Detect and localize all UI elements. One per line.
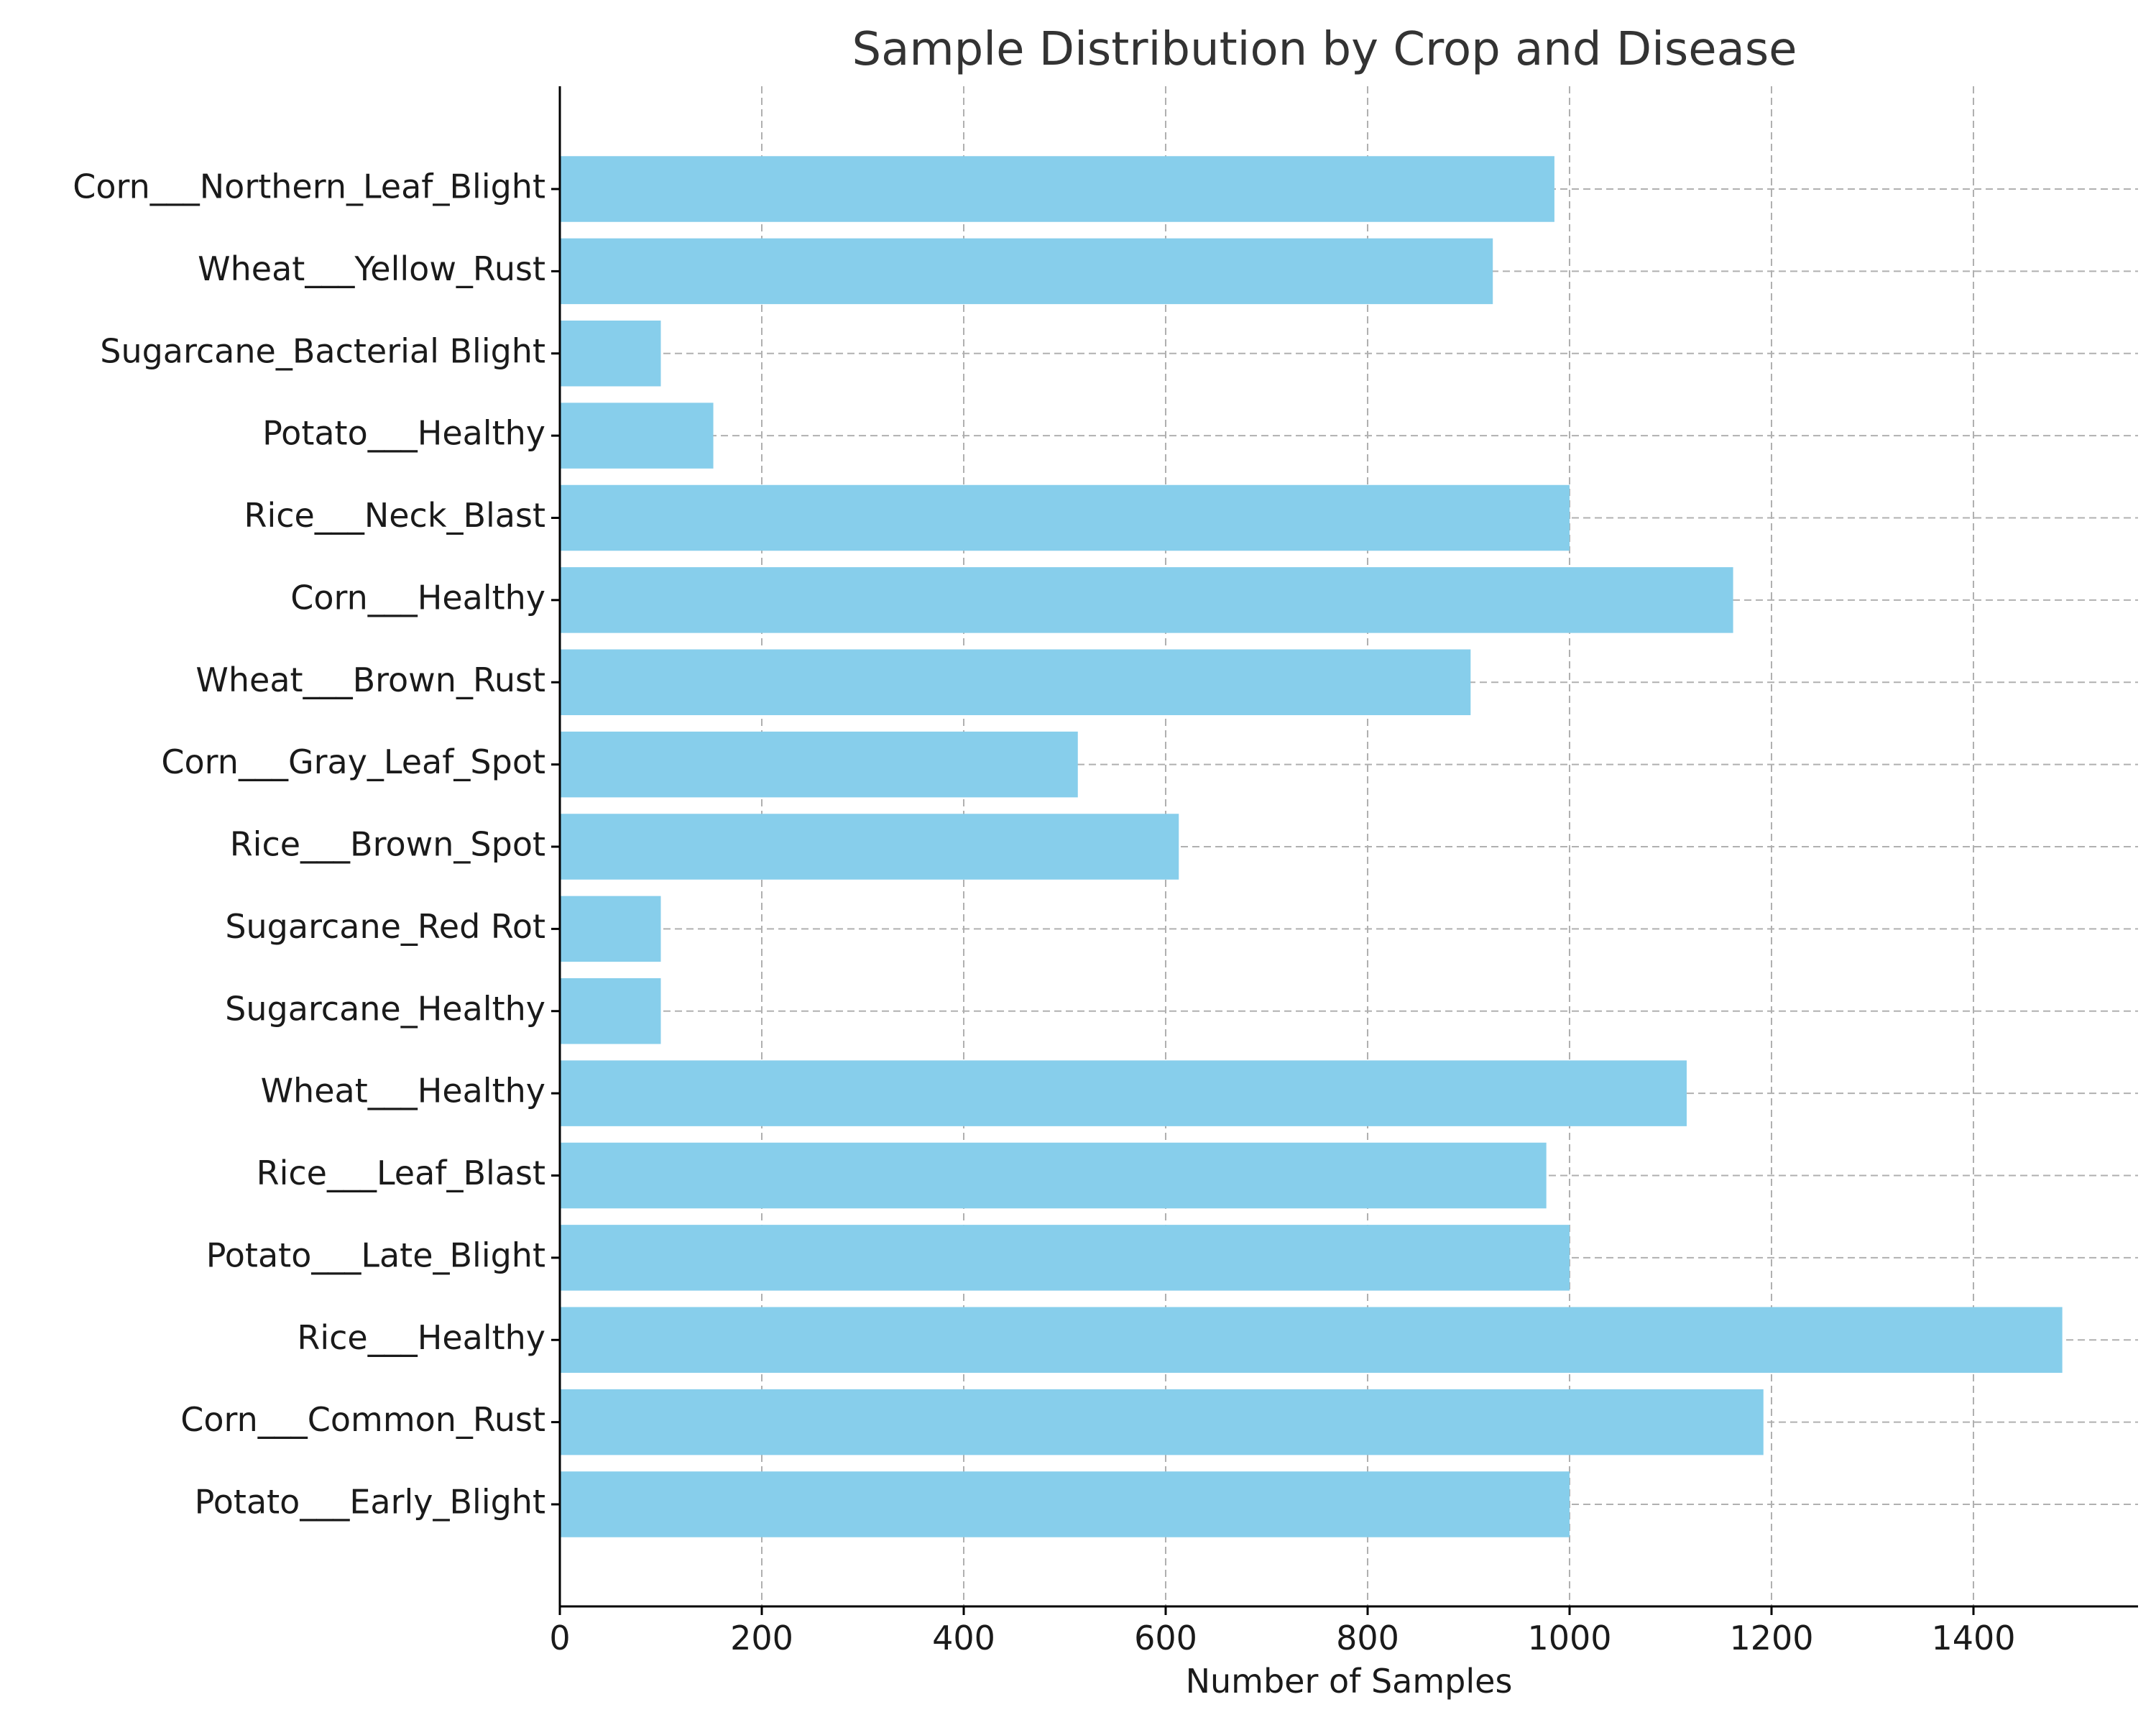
- x-tick-label: 1200: [1729, 1619, 1813, 1657]
- x-tick-label: 600: [1134, 1619, 1197, 1657]
- y-tick-label: Wheat___Healthy: [261, 1072, 545, 1110]
- bar: [560, 156, 1554, 222]
- y-tick-label: Rice___Leaf_Blast: [257, 1154, 545, 1192]
- y-tick-label: Wheat___Brown_Rust: [195, 661, 545, 699]
- y-tick-label: Rice___Healthy: [297, 1318, 545, 1357]
- y-tick-label: Corn___Healthy: [290, 578, 545, 617]
- y-tick-label: Potato___Late_Blight: [206, 1236, 545, 1274]
- y-tick-label: Rice___Brown_Spot: [230, 825, 545, 864]
- bar: [560, 1471, 1570, 1537]
- bar: [560, 567, 1733, 633]
- ticks-layer: Potato___Early_Blight Corn___Common_Rust R…: [73, 167, 2015, 1658]
- x-axis-label: Number of Samples: [1186, 1662, 1513, 1701]
- bar: [560, 731, 1078, 798]
- x-tick-label: 800: [1336, 1619, 1399, 1657]
- y-tick-label: Sugarcane_Bacterial Blight: [100, 331, 545, 370]
- x-tick-label: 400: [932, 1619, 995, 1657]
- bar: [560, 649, 1471, 715]
- y-tick-label: Potato___Early_Blight: [195, 1483, 545, 1522]
- x-tick-label: 200: [730, 1619, 793, 1657]
- y-tick-label: Rice___Neck_Blast: [244, 496, 545, 535]
- chart-title: Sample Distribution by Crop and Disease: [852, 23, 1797, 76]
- bar: [560, 1060, 1687, 1126]
- bar: [560, 814, 1179, 880]
- y-tick-label: Sugarcane_Red Rot: [225, 907, 545, 946]
- bar: [560, 238, 1493, 305]
- x-tick-label: 0: [549, 1619, 570, 1657]
- y-tick-label: Sugarcane_Healthy: [225, 989, 545, 1028]
- y-tick-label: Corn___Common_Rust: [180, 1400, 545, 1439]
- bar: [560, 978, 661, 1044]
- bar: [560, 1225, 1570, 1291]
- bar: [560, 1307, 2063, 1373]
- bars-layer: [560, 156, 2063, 1537]
- x-tick-label: 1000: [1527, 1619, 1611, 1657]
- y-tick-label: Potato___Healthy: [262, 414, 545, 453]
- bar: [560, 484, 1570, 551]
- bar: [560, 321, 661, 387]
- y-tick-label: Wheat___Yellow_Rust: [198, 249, 545, 288]
- y-tick-label: Corn___Gray_Leaf_Spot: [161, 742, 545, 781]
- bar: [560, 1389, 1764, 1455]
- bar: [560, 896, 661, 962]
- x-tick-label: 1400: [1931, 1619, 2015, 1657]
- bar: [560, 1142, 1547, 1209]
- y-tick-label: Corn___Northern_Leaf_Blight: [73, 167, 545, 206]
- bar: [560, 402, 714, 469]
